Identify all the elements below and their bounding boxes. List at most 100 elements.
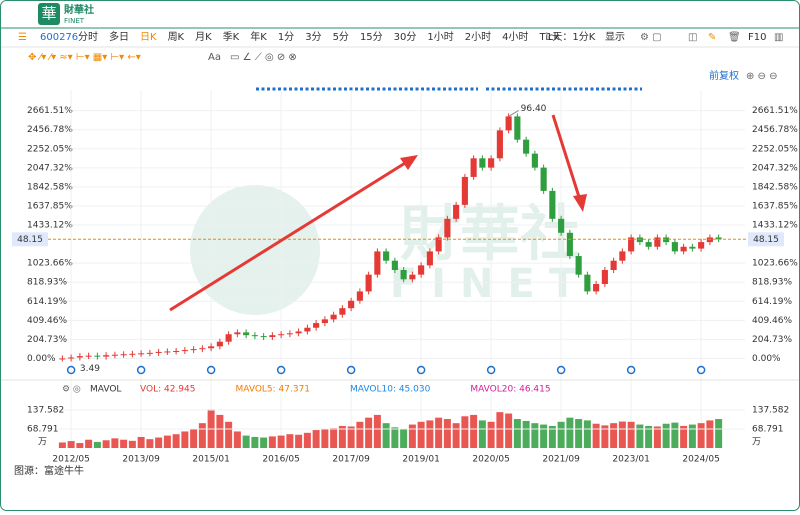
- volume-bar: [233, 431, 241, 448]
- y-tick-label: 1637.85%: [27, 201, 73, 211]
- volume-tick-label: 68.791: [27, 425, 59, 435]
- y-tick-label: 409.46%: [27, 316, 67, 326]
- candle: [348, 300, 355, 309]
- candle: [715, 237, 722, 240]
- logo-box: [38, 3, 60, 25]
- period-tab[interactable]: 周K: [168, 31, 185, 43]
- volume-bar: [662, 423, 670, 448]
- volume-bar: [645, 425, 653, 448]
- volume-bar: [706, 420, 714, 448]
- event-icon: [66, 365, 76, 375]
- candle: [120, 354, 127, 356]
- y-tick-label: 1842.58%: [27, 182, 73, 192]
- period-tab[interactable]: Tick: [539, 32, 560, 43]
- candle: [111, 354, 118, 356]
- x-tick-label: 2020/05: [472, 455, 509, 465]
- pane-settings[interactable]: ⚙ ◎: [62, 385, 81, 395]
- volume-unit: 万: [38, 438, 47, 448]
- low-label: 3.49: [80, 364, 100, 374]
- event-icon: [346, 365, 356, 375]
- candle: [243, 332, 250, 336]
- display-menu[interactable]: 显示: [605, 31, 625, 43]
- period-select[interactable]: 1天：1分K: [546, 31, 596, 43]
- adjust-select[interactable]: 前复权: [709, 69, 739, 82]
- volume-bar: [610, 423, 618, 448]
- period-tab[interactable]: 多日: [109, 30, 129, 43]
- volume-bar: [575, 419, 583, 448]
- y-tick-label: 818.93%: [27, 278, 67, 288]
- volume-bar: [120, 439, 128, 448]
- period-tab[interactable]: 分时: [78, 31, 98, 43]
- x-tick-label: 2015/01: [192, 455, 229, 465]
- pen-icon[interactable]: ✎: [708, 32, 716, 43]
- volume-bar: [286, 434, 294, 448]
- period-tab[interactable]: 1分: [278, 31, 294, 43]
- stock-code[interactable]: 600276: [40, 32, 78, 43]
- x-tick-label: 2017/09: [332, 455, 370, 465]
- period-tab[interactable]: 5分: [333, 31, 349, 43]
- candle: [278, 334, 285, 336]
- period-tab[interactable]: 4小时: [502, 31, 528, 43]
- candle: [619, 251, 626, 261]
- zoom-buttons[interactable]: ⊕ ⊖ ⊖: [746, 71, 778, 82]
- period-tab[interactable]: 2小时: [465, 31, 491, 43]
- candle: [356, 291, 363, 301]
- camera-icon[interactable]: ◫: [688, 32, 697, 43]
- volume-bar: [67, 441, 75, 448]
- volume-bar: [505, 413, 513, 448]
- period-tab[interactable]: 3分: [305, 31, 321, 43]
- candle: [680, 246, 687, 252]
- draw-tools[interactable]: ✥ ⁄▾ ⁄▾ ≈▾ ⊢▾ ▦▾ ⊢▾ ←▾: [28, 52, 141, 63]
- candle: [566, 232, 573, 257]
- menu-icon[interactable]: ☰: [18, 32, 27, 43]
- watermark-logo: [190, 185, 320, 315]
- volume-bar: [137, 436, 145, 448]
- candle: [251, 335, 258, 337]
- volume-bar: [408, 424, 416, 448]
- volume-bar: [715, 419, 723, 448]
- volume-bar: [85, 439, 93, 448]
- trash-icon[interactable]: 🗑: [728, 31, 741, 43]
- y-tick-label-right: 204.73%: [752, 335, 792, 345]
- font-button[interactable]: Aa: [208, 52, 221, 63]
- y-tick-label-right: 2047.32%: [752, 163, 798, 173]
- volume-bar: [531, 423, 539, 448]
- volume-bar: [522, 420, 530, 448]
- volume-bar: [312, 430, 320, 448]
- candle: [444, 218, 451, 238]
- candle: [339, 308, 346, 315]
- draw-tools-2[interactable]: ▭ ∠ ⟋ ◎ ⊘ ⊗: [230, 52, 297, 63]
- period-tab[interactable]: 30分: [394, 31, 417, 43]
- period-tab[interactable]: 1小时: [427, 31, 453, 43]
- f10-button[interactable]: F10: [748, 32, 766, 43]
- candle: [295, 331, 302, 334]
- event-icon: [206, 365, 216, 375]
- settings-icon[interactable]: ⚙ ▢: [640, 32, 662, 43]
- event-icon: [136, 365, 146, 375]
- volume-bar: [417, 421, 425, 448]
- y-tick-label: 2661.51%: [27, 106, 73, 116]
- candle: [593, 283, 600, 292]
- layout-icon[interactable]: ▥: [774, 32, 783, 43]
- period-tab[interactable]: 季K: [223, 31, 240, 43]
- candle: [330, 314, 337, 320]
- candle: [400, 270, 407, 280]
- y-tick-label-right: 2252.05%: [752, 144, 798, 154]
- high-leader: [508, 109, 519, 117]
- y-tick-label: 204.73%: [27, 335, 67, 345]
- candle: [190, 349, 197, 351]
- volume-bar: [216, 414, 224, 448]
- period-tab[interactable]: 年K: [250, 30, 267, 43]
- period-tab[interactable]: 日K: [140, 32, 157, 43]
- volume-tick-label: 137.582: [27, 406, 64, 416]
- volume-tick-label-right: 68.791: [752, 425, 784, 435]
- volume-bar: [155, 437, 163, 448]
- period-tab[interactable]: 15分: [360, 31, 383, 43]
- period-tab[interactable]: 月K: [195, 31, 212, 43]
- candle: [418, 265, 425, 275]
- event-icon: [556, 365, 566, 375]
- candle: [531, 153, 538, 168]
- volume-bar: [277, 435, 285, 448]
- volume-bar: [268, 436, 276, 448]
